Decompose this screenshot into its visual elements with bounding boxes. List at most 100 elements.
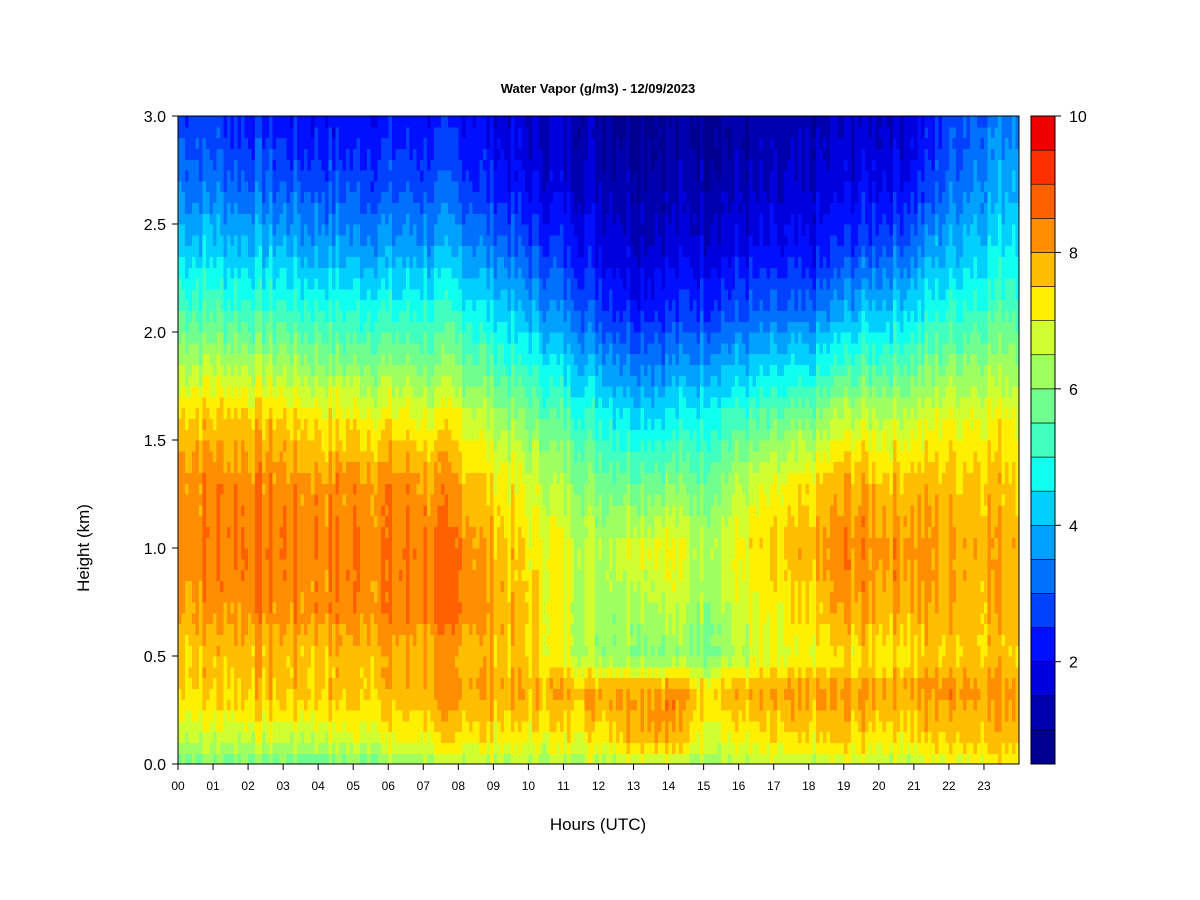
- heatmap-cell: [433, 418, 438, 430]
- heatmap-cell: [367, 602, 372, 614]
- heatmap-cell: [339, 450, 344, 463]
- heatmap-cell: [360, 666, 365, 679]
- heatmap-cell: [244, 321, 249, 333]
- heatmap-cell: [458, 191, 463, 203]
- heatmap-cell: [269, 137, 274, 149]
- heatmap-cell: [188, 332, 193, 344]
- heatmap-cell: [465, 720, 470, 733]
- heatmap-cell: [283, 699, 288, 711]
- heatmap-cell: [227, 742, 232, 754]
- heatmap-cell: [458, 245, 463, 257]
- heatmap-cell: [412, 720, 417, 733]
- heatmap-cell: [276, 299, 281, 311]
- heatmap-cell: [304, 213, 309, 225]
- heatmap-cell: [437, 159, 442, 171]
- heatmap-cell: [255, 202, 260, 214]
- heatmap-cell: [220, 353, 225, 365]
- heatmap-cell: [297, 418, 302, 430]
- heatmap-cell: [342, 299, 347, 311]
- heatmap-cell: [349, 666, 354, 679]
- heatmap-cell: [370, 450, 375, 463]
- heatmap-cell: [248, 299, 253, 311]
- heatmap-cell: [332, 677, 337, 689]
- heatmap-cell: [367, 288, 372, 301]
- heatmap-cell: [283, 386, 288, 398]
- heatmap-cell: [265, 116, 270, 128]
- heatmap-cell: [206, 720, 211, 733]
- heatmap-cell: [251, 699, 256, 711]
- heatmap-cell: [451, 407, 456, 419]
- heatmap-cell: [321, 386, 326, 398]
- heatmap-cell: [328, 256, 333, 268]
- heatmap-cell: [234, 537, 239, 549]
- heatmap-cell: [276, 634, 281, 646]
- heatmap-cell: [395, 353, 400, 365]
- heatmap-cell: [402, 440, 407, 452]
- heatmap-cell: [314, 591, 319, 603]
- heatmap-cell: [223, 699, 228, 711]
- heatmap-cell: [297, 537, 302, 549]
- heatmap-cell: [412, 224, 417, 236]
- heatmap-cell: [244, 440, 249, 452]
- heatmap-cell: [321, 202, 326, 214]
- heatmap-cell: [227, 407, 232, 419]
- heatmap-cell: [416, 558, 421, 571]
- heatmap-cell: [223, 623, 228, 635]
- heatmap-cell: [269, 386, 274, 398]
- heatmap-cell: [419, 321, 424, 333]
- heatmap-cell: [178, 591, 183, 603]
- heatmap-cell: [325, 450, 330, 463]
- heatmap-cell: [384, 634, 389, 646]
- heatmap-cell: [213, 688, 218, 700]
- heatmap-cell: [251, 677, 256, 689]
- heatmap-cell: [388, 623, 393, 635]
- heatmap-cell: [349, 148, 354, 160]
- heatmap-cell: [458, 202, 463, 214]
- heatmap-cell: [276, 720, 281, 733]
- heatmap-cell: [374, 753, 379, 765]
- heatmap-cell: [209, 623, 214, 635]
- heatmap-cell: [360, 591, 365, 603]
- heatmap-cell: [430, 267, 435, 279]
- heatmap-cell: [300, 126, 305, 139]
- heatmap-cell: [300, 332, 305, 344]
- heatmap-cell: [381, 494, 386, 506]
- heatmap-cell: [339, 170, 344, 182]
- heatmap-cell: [339, 332, 344, 344]
- heatmap-cell: [283, 267, 288, 279]
- heatmap-cell: [412, 386, 417, 398]
- heatmap-cell: [419, 310, 424, 322]
- heatmap-cell: [458, 170, 463, 182]
- heatmap-cell: [255, 699, 260, 711]
- heatmap-cell: [178, 612, 183, 625]
- heatmap-cell: [307, 450, 312, 463]
- heatmap-cell: [223, 375, 228, 387]
- heatmap-cell: [248, 450, 253, 463]
- heatmap-cell: [293, 126, 298, 139]
- heatmap-cell: [468, 591, 473, 603]
- heatmap-cell: [412, 699, 417, 711]
- heatmap-cell: [430, 515, 435, 527]
- heatmap-cell: [444, 591, 449, 603]
- heatmap-cell: [377, 126, 382, 139]
- heatmap-cell: [290, 278, 295, 290]
- heatmap-cell: [230, 375, 235, 387]
- heatmap-cell: [272, 742, 277, 754]
- heatmap-cell: [318, 515, 323, 527]
- heatmap-cell: [384, 224, 389, 236]
- heatmap-cell: [405, 288, 410, 301]
- heatmap-cell: [458, 537, 463, 549]
- heatmap-cell: [307, 342, 312, 355]
- heatmap-cell: [286, 602, 291, 614]
- heatmap-cell: [377, 202, 382, 214]
- heatmap-cell: [307, 569, 312, 581]
- heatmap-cell: [405, 148, 410, 160]
- heatmap-cell: [255, 602, 260, 614]
- heatmap-cell: [192, 375, 197, 387]
- heatmap-cell: [209, 526, 214, 538]
- heatmap-cell: [223, 245, 228, 257]
- heatmap-cell: [318, 612, 323, 625]
- heatmap-cell: [447, 116, 452, 128]
- heatmap-cell: [356, 753, 361, 765]
- heatmap-cell: [279, 612, 284, 625]
